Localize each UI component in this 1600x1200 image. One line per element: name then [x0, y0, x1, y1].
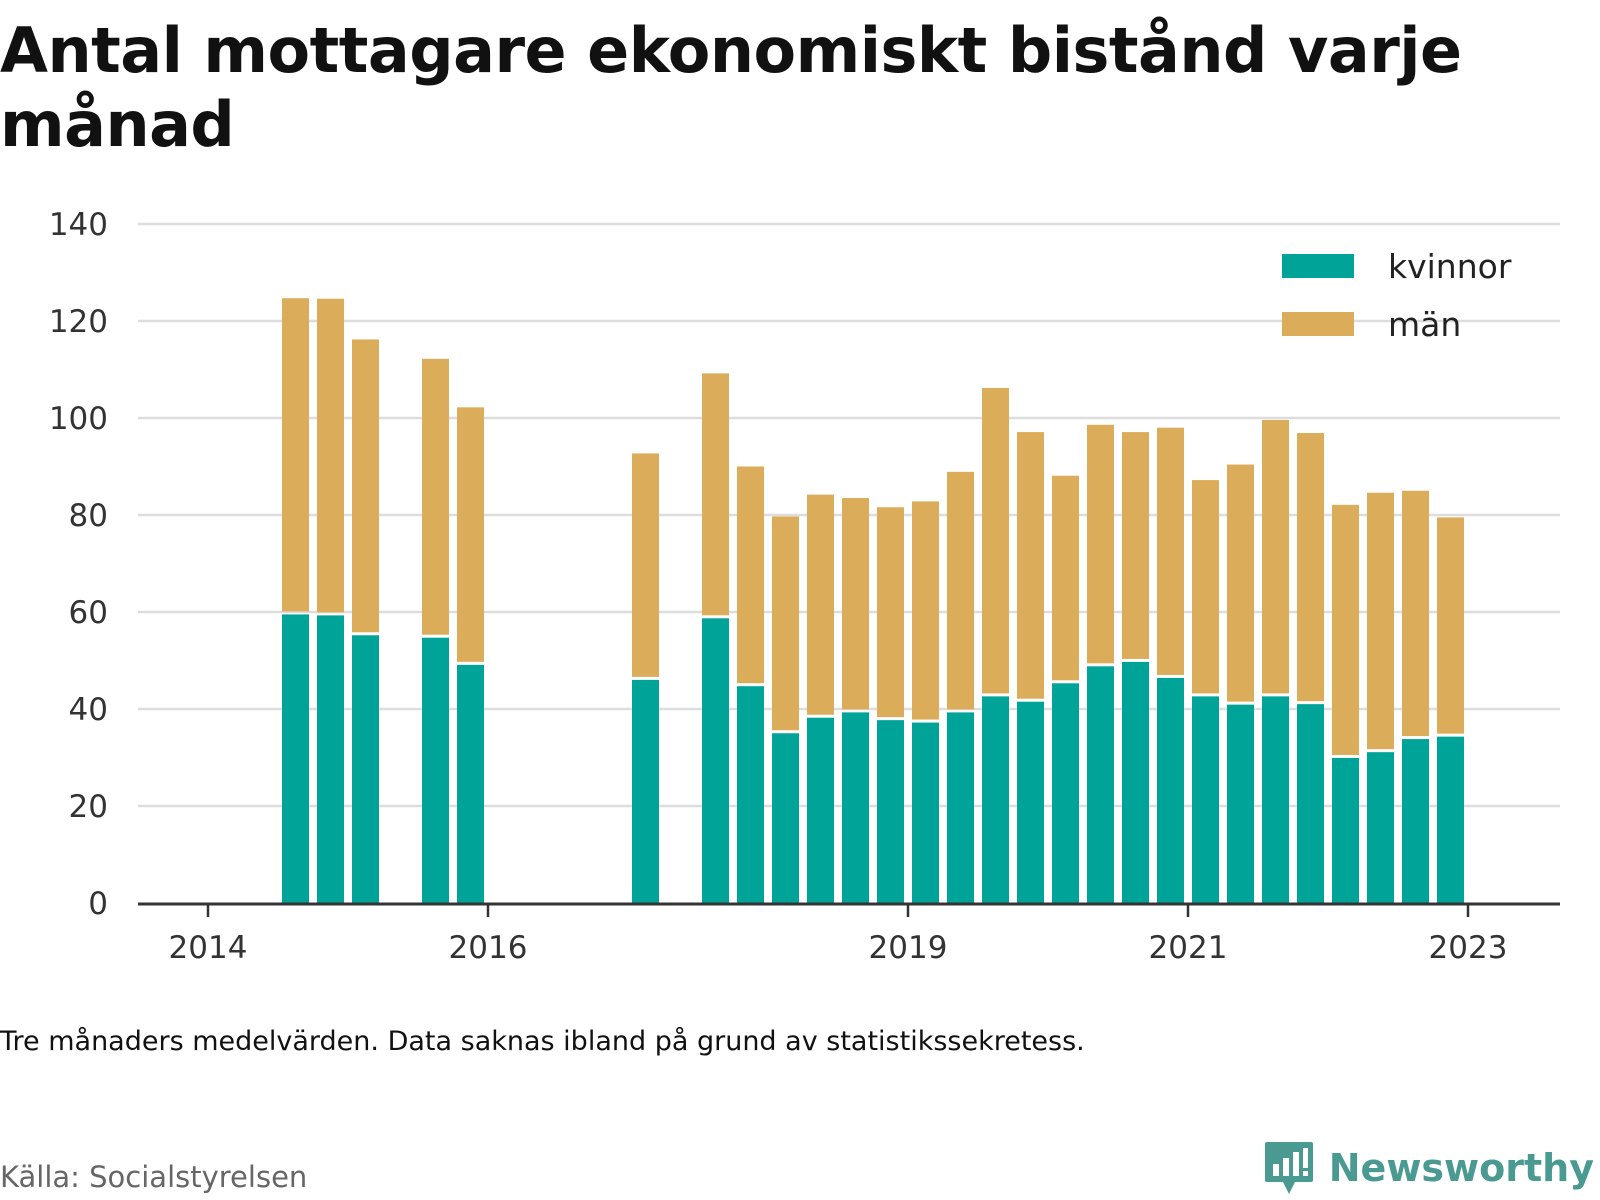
x-tick-label: 2016 — [449, 930, 528, 966]
bar-kvinnor — [1297, 704, 1324, 903]
y-tick-label: 0 — [88, 886, 108, 922]
bar-man — [877, 507, 904, 718]
bar-kvinnor — [1122, 661, 1149, 903]
bar-kvinnor — [1262, 696, 1289, 903]
brand-name: Newsworthy — [1328, 1146, 1594, 1190]
bar-kvinnor — [947, 712, 974, 903]
bar-man — [702, 373, 729, 616]
x-tick-label: 2014 — [169, 930, 248, 966]
bar-man — [352, 339, 379, 633]
bar-kvinnor — [1437, 736, 1464, 903]
bar-kvinnor — [1192, 696, 1219, 903]
bar-man — [422, 358, 449, 635]
legend-swatch-kvinnor — [1282, 254, 1354, 278]
y-tick-label: 60 — [69, 595, 108, 631]
bar-kvinnor — [842, 712, 869, 903]
bar-kvinnor — [1402, 739, 1429, 903]
bar-kvinnor — [1087, 666, 1114, 903]
y-tick-label: 140 — [49, 207, 108, 243]
bar-kvinnor — [352, 635, 379, 903]
bar-man — [1122, 432, 1149, 659]
bar-man — [947, 471, 974, 710]
chart-title: Antal mottagare ekonomiskt bistånd varje… — [0, 14, 1462, 161]
x-tick-label: 2019 — [869, 930, 948, 966]
bar-kvinnor — [807, 717, 834, 903]
y-tick-label: 40 — [69, 692, 108, 728]
legend-label-kvinnor: kvinnor — [1388, 247, 1512, 286]
axes: 0 20 40 60 80 100 120 140 2014 2016 2019 2021 2023 — [49, 207, 1560, 966]
source-label: Källa: Socialstyrelsen — [0, 1160, 308, 1194]
bar-kvinnor — [912, 722, 939, 903]
bar-kvinnor — [737, 686, 764, 903]
bar-kvinnor — [282, 614, 309, 903]
bar-kvinnor — [1017, 701, 1044, 903]
bar-kvinnor — [702, 618, 729, 903]
bar-man — [1297, 433, 1324, 702]
bar-man — [1192, 480, 1219, 694]
x-tick-label: 2021 — [1149, 930, 1228, 966]
bar-man — [1227, 464, 1254, 702]
bar-kvinnor — [1052, 683, 1079, 903]
bar-man — [912, 501, 939, 720]
bar-kvinnor — [772, 733, 799, 903]
bar-kvinnor — [1367, 752, 1394, 903]
bar-man — [982, 387, 1009, 694]
bar-man — [1087, 424, 1114, 664]
bar-kvinnor — [1157, 677, 1184, 903]
brand-logo: Newsworthy — [1263, 1140, 1594, 1196]
bar-kvinnor — [982, 696, 1009, 903]
bar-kvinnor — [1332, 757, 1359, 903]
bar-kvinnor — [877, 720, 904, 903]
bar-man — [1367, 492, 1394, 750]
legend-swatch-man — [1282, 312, 1354, 336]
bar-man — [1017, 432, 1044, 699]
bar-man — [632, 453, 659, 677]
x-tick-label: 2023 — [1429, 930, 1508, 966]
chart-note: Tre månaders medelvärden. Data saknas ib… — [0, 1026, 1085, 1057]
bar-man — [807, 494, 834, 715]
newsworthy-logo-icon — [1264, 1142, 1313, 1194]
y-tick-label: 120 — [49, 304, 108, 340]
bar-kvinnor — [317, 615, 344, 903]
bar-man — [1437, 517, 1464, 734]
bar-man — [317, 298, 344, 613]
bar-man — [842, 498, 869, 710]
bar-kvinnor — [632, 679, 659, 903]
y-tick-label: 20 — [69, 789, 108, 825]
bar-man — [1262, 419, 1289, 694]
bar-kvinnor — [1227, 704, 1254, 903]
legend: kvinnor män — [1282, 247, 1512, 344]
bar-man — [772, 516, 799, 731]
bars — [282, 298, 1464, 903]
legend-label-man: män — [1388, 305, 1461, 344]
bar-man — [457, 407, 484, 662]
bar-man — [1402, 490, 1429, 737]
bar-man — [737, 466, 764, 684]
bar-man — [1332, 504, 1359, 755]
bar-kvinnor — [422, 637, 449, 903]
bar-man — [1157, 427, 1184, 675]
bar-man — [282, 298, 309, 612]
bar-man — [1052, 475, 1079, 681]
bar-kvinnor — [457, 664, 484, 903]
y-tick-label: 80 — [69, 498, 108, 534]
y-tick-label: 100 — [49, 401, 108, 437]
bar-chart: 0 20 40 60 80 100 120 140 2014 2016 2019 2021 2023 k… — [49, 207, 1560, 966]
